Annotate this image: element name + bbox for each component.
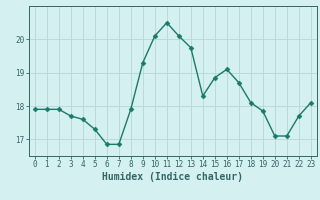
X-axis label: Humidex (Indice chaleur): Humidex (Indice chaleur) [102,172,243,182]
